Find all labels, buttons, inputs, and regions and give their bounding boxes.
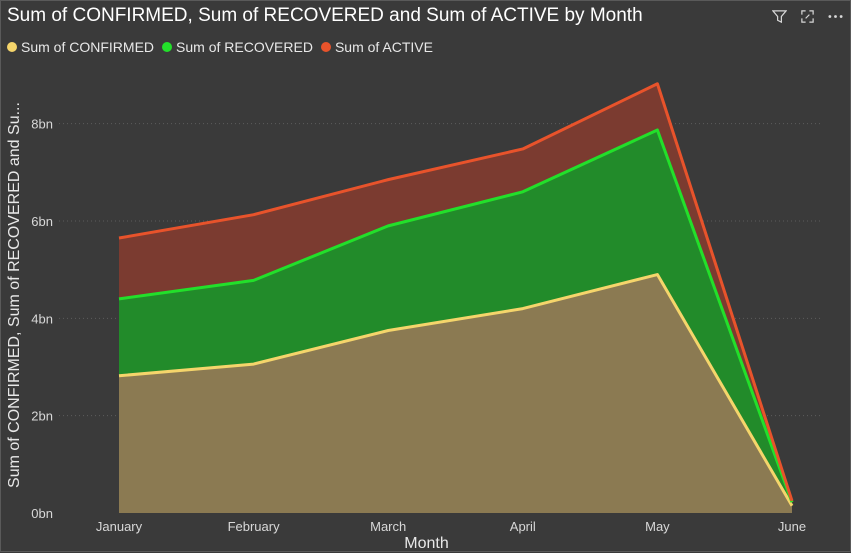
legend-item-active[interactable]: Sum of ACTIVE bbox=[321, 39, 433, 55]
area-series-2 bbox=[119, 84, 792, 503]
x-tick-label: March bbox=[370, 519, 406, 534]
legend-label-active: Sum of ACTIVE bbox=[335, 39, 433, 55]
line-series-2 bbox=[119, 84, 792, 501]
line-series-1 bbox=[119, 130, 792, 502]
x-tick-label: January bbox=[96, 519, 143, 534]
visual-toolbar bbox=[770, 7, 844, 25]
legend-item-confirmed[interactable]: Sum of CONFIRMED bbox=[7, 39, 154, 55]
focus-mode-icon[interactable] bbox=[798, 7, 816, 25]
y-tick-label: 2bn bbox=[31, 409, 53, 424]
area-series-0 bbox=[119, 275, 792, 513]
x-tick-label: February bbox=[228, 519, 281, 534]
x-tick-label: May bbox=[645, 519, 670, 534]
y-tick-label: 8bn bbox=[31, 117, 53, 132]
y-tick-label: 0bn bbox=[31, 506, 53, 521]
x-tick-label: April bbox=[510, 519, 536, 534]
legend-dot-confirmed bbox=[7, 42, 17, 52]
x-tick-label: June bbox=[778, 519, 806, 534]
filter-icon[interactable] bbox=[770, 7, 788, 25]
legend-dot-recovered bbox=[162, 42, 172, 52]
y-tick-label: 6bn bbox=[31, 214, 53, 229]
y-axis-title-text: Sum of CONFIRMED, Sum of RECOVERED and S… bbox=[6, 85, 24, 505]
more-options-icon[interactable] bbox=[826, 7, 844, 25]
chart-title: Sum of CONFIRMED, Sum of RECOVERED and S… bbox=[7, 5, 643, 27]
area-series-1 bbox=[119, 130, 792, 506]
line-series-0 bbox=[119, 275, 792, 506]
legend-dot-active bbox=[321, 42, 331, 52]
legend-label-recovered: Sum of RECOVERED bbox=[176, 39, 313, 55]
y-axis-title: Sum of CONFIRMED, Sum of RECOVERED and S… bbox=[3, 81, 27, 509]
x-axis-title: Month bbox=[1, 535, 851, 553]
legend-item-recovered[interactable]: Sum of RECOVERED bbox=[162, 39, 313, 55]
chart-legend: Sum of CONFIRMED Sum of RECOVERED Sum of… bbox=[7, 39, 433, 55]
legend-label-confirmed: Sum of CONFIRMED bbox=[21, 39, 154, 55]
y-tick-label: 4bn bbox=[31, 311, 53, 326]
